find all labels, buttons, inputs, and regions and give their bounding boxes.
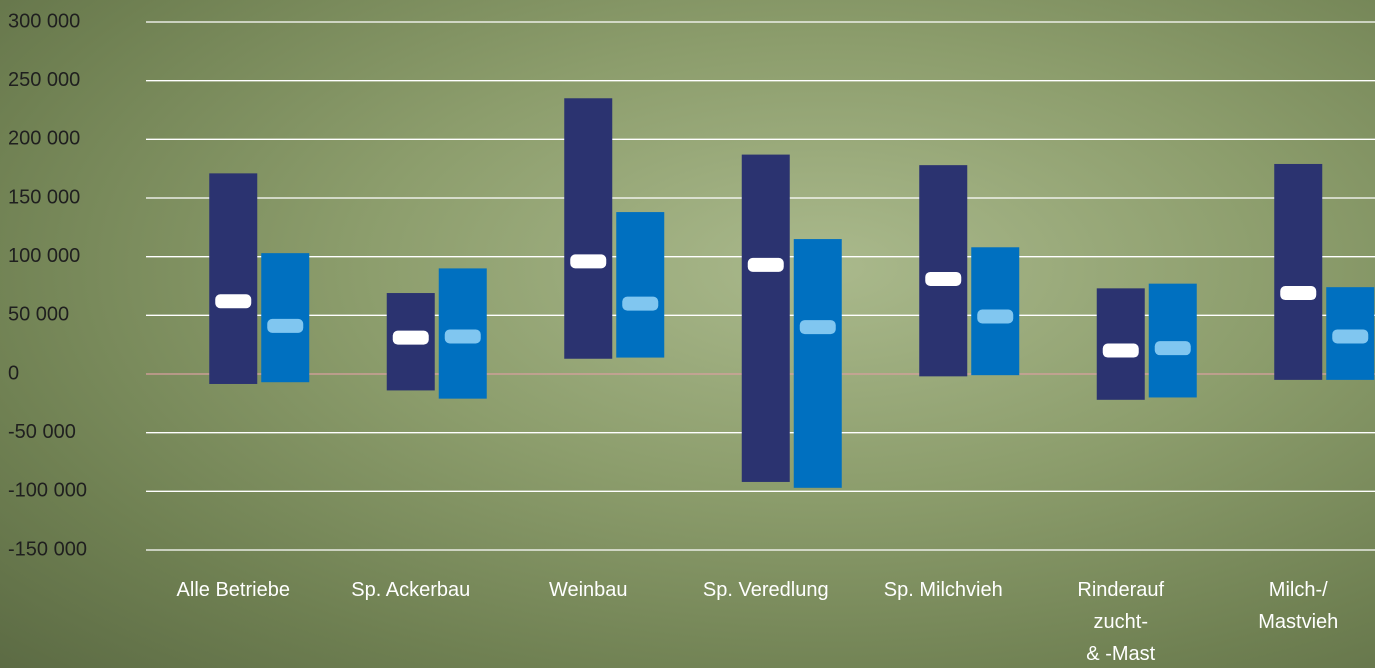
y-tick-label: 150 000	[8, 186, 80, 208]
x-tick-label: Weinbau	[548, 579, 628, 601]
median-marker	[1280, 286, 1317, 301]
range-bar	[1148, 283, 1197, 398]
x-tick-label: Sp. Milchvieh	[883, 579, 1003, 601]
median-marker	[1102, 343, 1139, 358]
median-marker	[392, 330, 429, 345]
x-tick-label: Sp. Veredlung	[702, 579, 829, 601]
range-bar	[919, 165, 968, 377]
y-tick-label: -150 000	[8, 538, 87, 560]
x-tick-label: Alle Betriebe	[176, 579, 290, 601]
median-marker	[925, 271, 962, 286]
median-marker	[1332, 329, 1369, 344]
y-tick-label: 0	[8, 362, 19, 384]
median-marker	[215, 294, 252, 309]
y-tick-label: -100 000	[8, 480, 87, 502]
y-tick-label: 300 000	[8, 10, 80, 32]
x-tick-label: Milch-/ Mastvieh	[1258, 579, 1339, 633]
median-marker	[747, 257, 784, 272]
range-bar	[1274, 163, 1323, 380]
median-marker	[444, 329, 481, 344]
range-bar	[209, 173, 258, 384]
y-tick-label: 100 000	[8, 245, 80, 267]
median-marker	[1154, 341, 1191, 356]
range-bar	[616, 212, 665, 358]
y-tick-label: -50 000	[8, 421, 76, 443]
y-tick-label: 200 000	[8, 128, 80, 150]
y-tick-label: 50 000	[8, 304, 69, 326]
median-marker	[622, 296, 659, 311]
range-bar	[793, 239, 842, 488]
range-bar	[564, 98, 613, 359]
range-bar	[261, 253, 310, 383]
median-marker	[799, 320, 836, 335]
median-marker	[570, 254, 607, 269]
x-tick-label: Rinderauf zucht- & -Mast	[1077, 579, 1165, 665]
x-tick-label: Sp. Ackerbau	[351, 579, 471, 601]
median-marker	[977, 309, 1014, 324]
median-marker	[267, 318, 304, 333]
y-tick-label: 250 000	[8, 69, 80, 91]
range-bar	[741, 154, 790, 482]
